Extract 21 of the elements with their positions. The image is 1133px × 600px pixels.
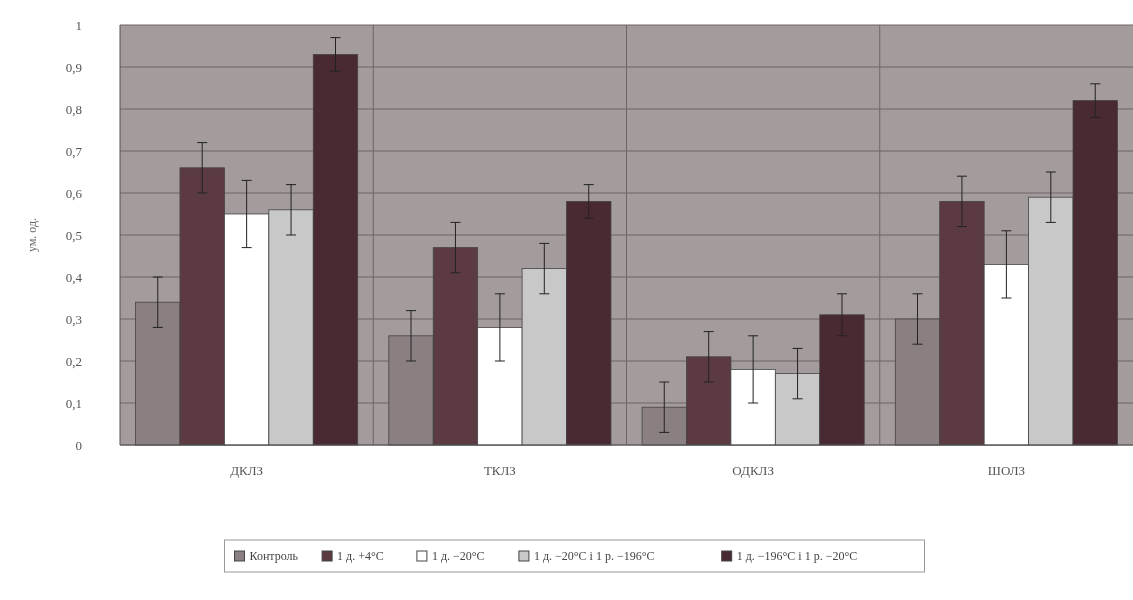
- y-tick-label: 0,8: [65, 101, 82, 117]
- legend-label: Контроль: [249, 549, 299, 563]
- legend-label: 1 д. +4°С: [337, 549, 384, 563]
- x-tick-label: ДКЛЗ: [230, 463, 264, 478]
- legend-label: 1 д. −20°С: [431, 549, 485, 563]
- y-tick-label: 0,4: [65, 269, 83, 285]
- y-tick-label: 0,6: [65, 185, 83, 201]
- x-tick-label: ШОЛЗ: [987, 463, 1025, 478]
- y-tick-label: 0: [75, 437, 82, 453]
- y-tick-label: 0,9: [65, 59, 82, 75]
- y-tick-label: 0,3: [65, 311, 82, 327]
- x-tick-label: ОДКЛЗ: [732, 463, 774, 478]
- y-axis-title: ум. од.: [25, 217, 39, 253]
- y-tick-label: 1: [75, 17, 82, 33]
- y-tick-label: 0,2: [65, 353, 82, 369]
- x-tick-label: ТКЛЗ: [483, 463, 516, 478]
- y-tick-label: 0,5: [65, 227, 82, 243]
- y-tick-label: 0,1: [65, 395, 82, 411]
- legend-label: 1 д. −20°С і 1 р. −196°С: [533, 549, 655, 563]
- y-tick-label: 0,7: [65, 143, 83, 159]
- legend-label: 1 д. −196°С і 1 р. −20°С: [736, 549, 858, 563]
